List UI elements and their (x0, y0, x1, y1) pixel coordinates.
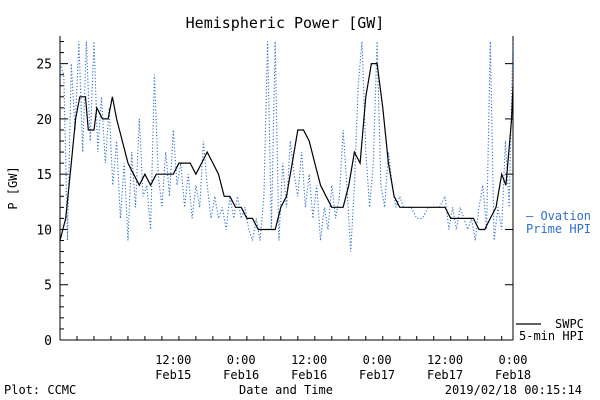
x-tick-label-time: 12:00 (291, 353, 327, 367)
series-line-ovation (60, 41, 513, 252)
x-tick-label-time: 0:00 (227, 353, 256, 367)
plot-credit: Plot: CCMC (4, 383, 76, 397)
x-tick-label-time: 0:00 (499, 353, 528, 367)
x-tick-label-time: 12:00 (427, 353, 463, 367)
y-tick-label: 10 (36, 223, 52, 238)
x-tick-label-date: Feb17 (427, 368, 463, 382)
series-line-swpc (60, 62, 513, 241)
y-axis-label: P [GW] (6, 166, 20, 209)
x-tick-label-date: Feb15 (155, 368, 191, 382)
y-tick-label: 25 (36, 58, 52, 73)
y-axis: 0 5 10 15 20 25 (36, 41, 513, 349)
y-tick-label: 5 (44, 279, 52, 294)
x-tick-label-date: Feb18 (495, 368, 531, 382)
x-tick-label-time: 0:00 (363, 353, 392, 367)
y-tick-label: 20 (36, 113, 52, 128)
x-axis: 12:00Feb150:00Feb1612:00Feb160:00Feb1712… (59, 336, 531, 382)
legend-ovation-line2: Prime HPI (526, 222, 591, 236)
chart-title: Hemispheric Power [GW] (186, 14, 385, 32)
x-tick-label-date: Feb16 (291, 368, 327, 382)
y-tick-label: 0 (44, 334, 52, 349)
legend-ovation-line1: — Ovation (526, 209, 591, 223)
y-tick-label: 15 (36, 168, 52, 183)
legend-swpc-line1: SWPC (555, 317, 584, 331)
plot-frame (59, 36, 514, 341)
x-tick-label-time: 12:00 (155, 353, 191, 367)
legend-swpc-line2: 5-min HPI (519, 329, 584, 343)
timestamp: 2019/02/18 00:15:14 (445, 383, 582, 397)
series-layer (60, 41, 513, 252)
x-tick-label-date: Feb16 (223, 368, 259, 382)
x-tick-label-date: Feb17 (359, 368, 395, 382)
x-axis-label: Date and Time (239, 383, 333, 397)
